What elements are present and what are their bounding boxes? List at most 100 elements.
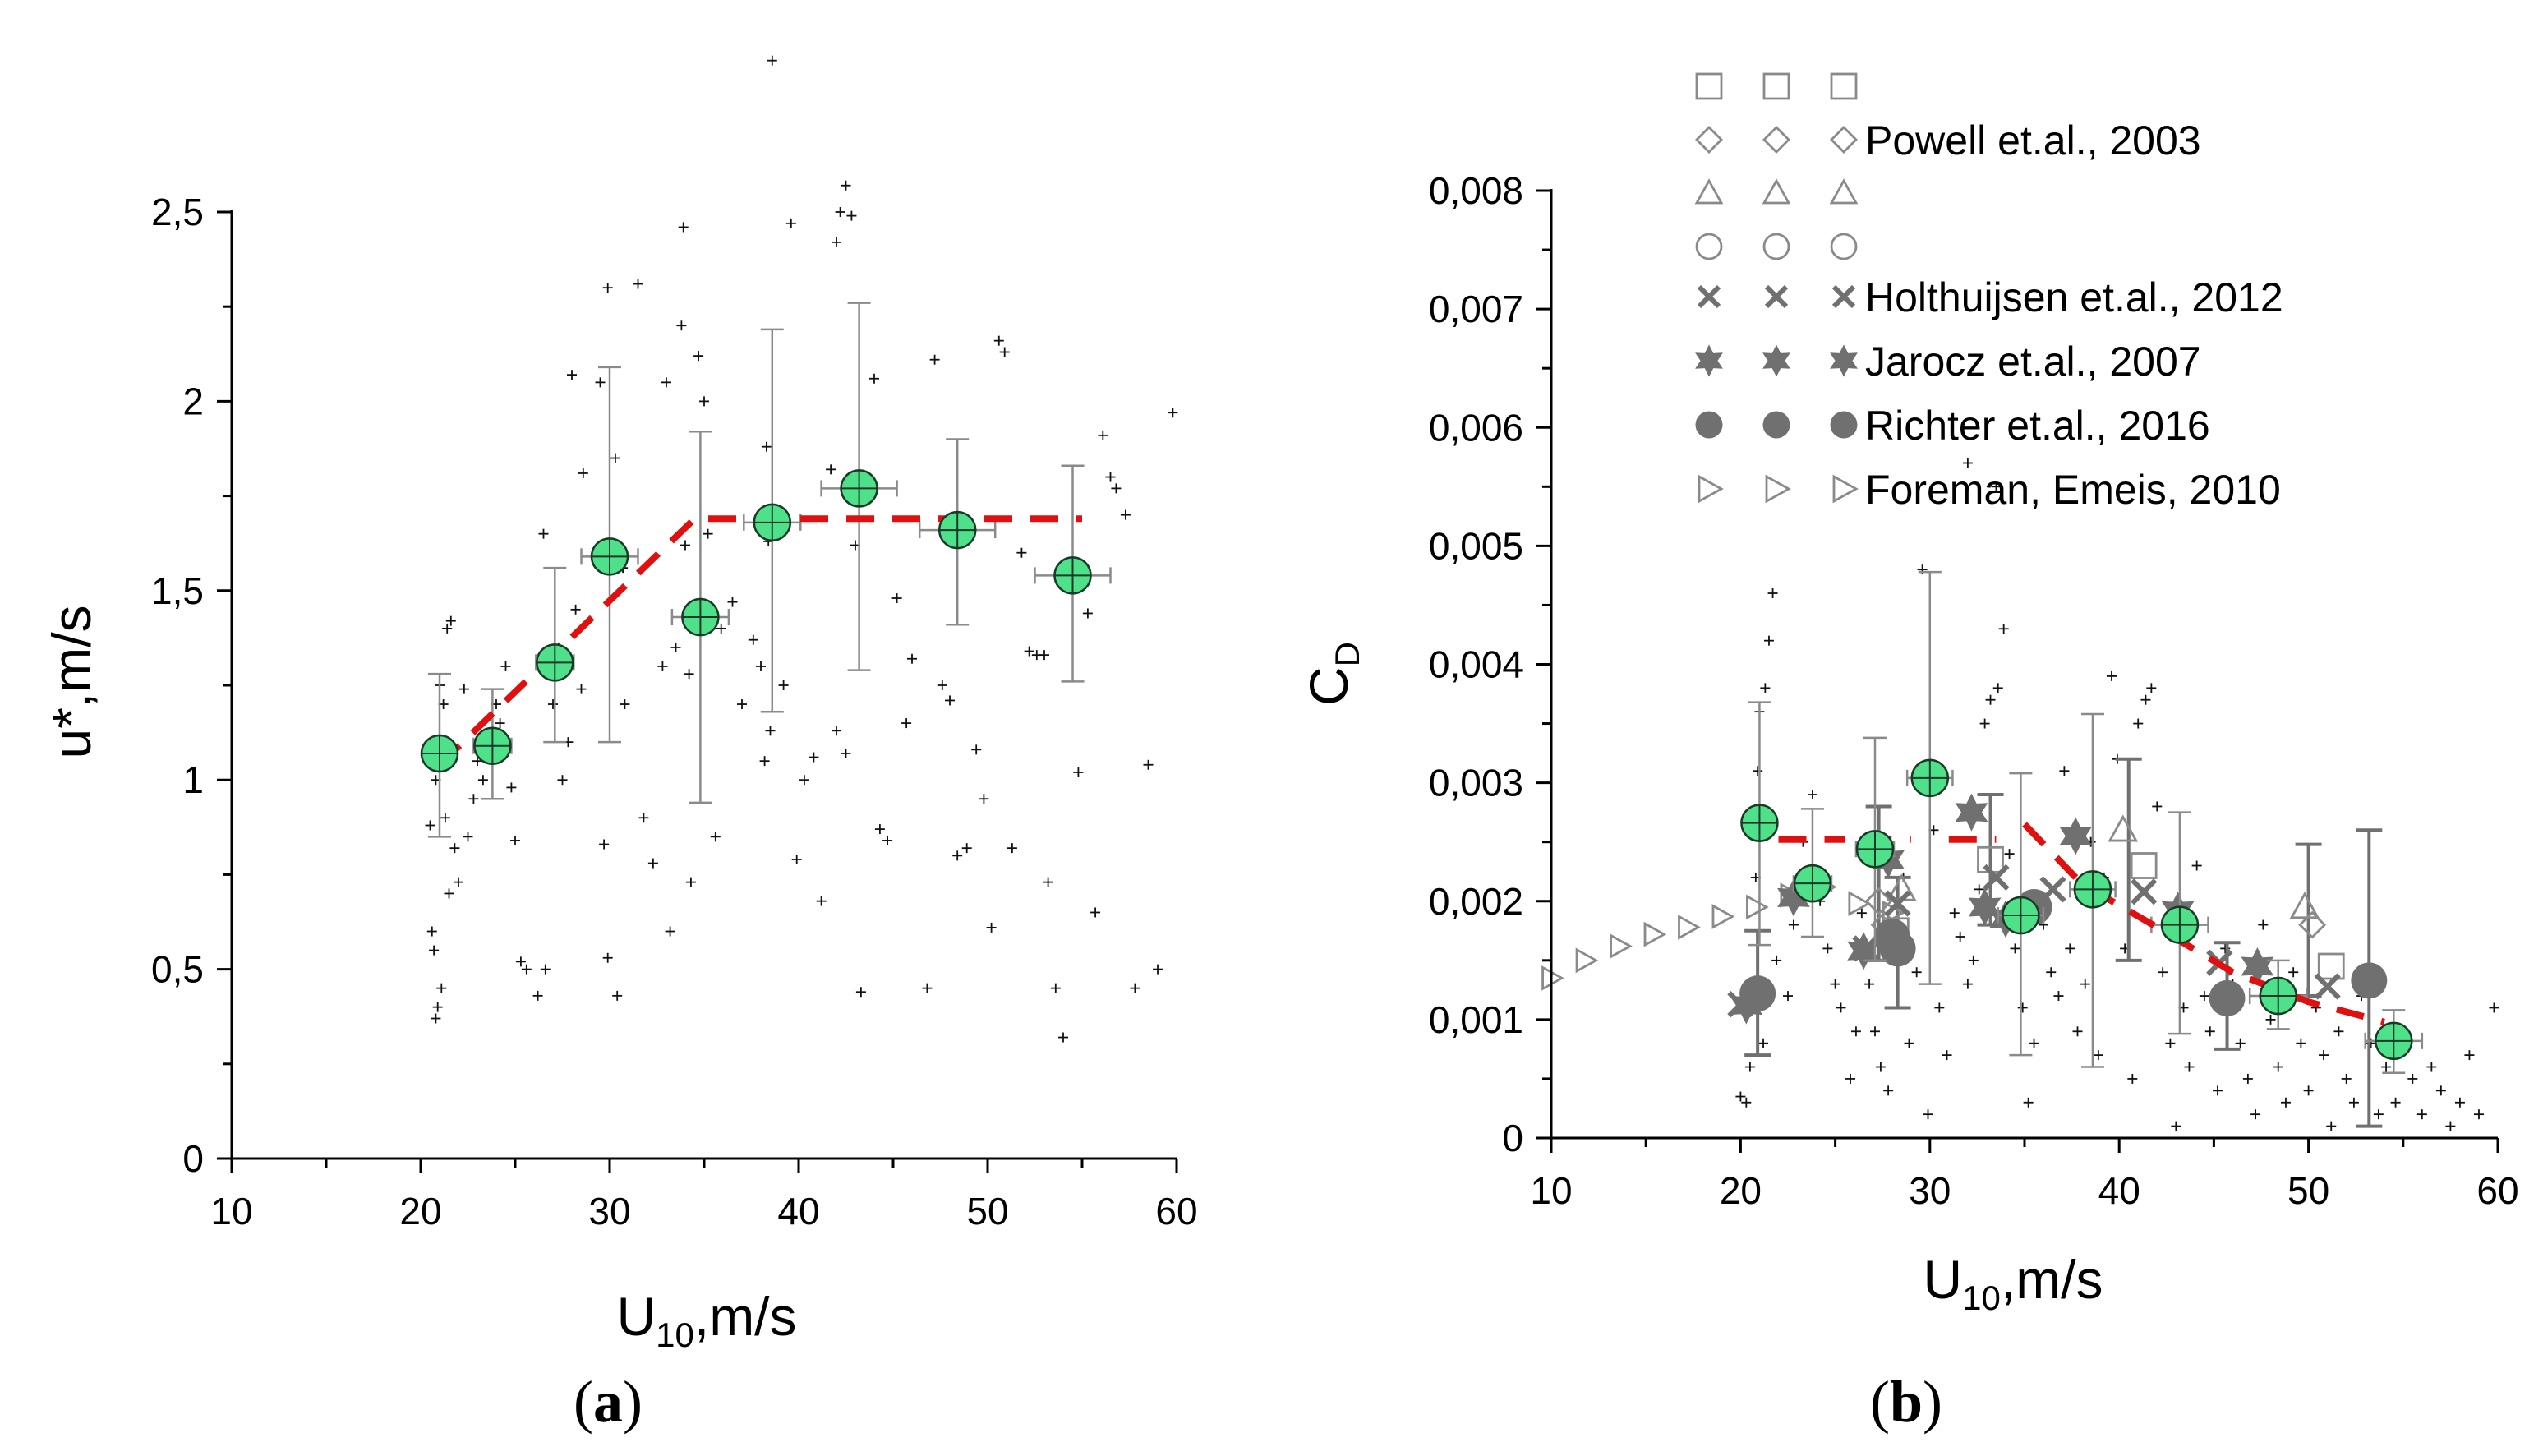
a-scatter-point (500, 661, 511, 671)
b-scatter-point (2046, 967, 2057, 978)
legend-symbol-circle-open (1830, 233, 1858, 260)
a-scatter-point (1082, 608, 1093, 619)
b-scatter-point (2152, 801, 2163, 812)
b-scatter-point (2426, 1062, 2437, 1072)
b-scatter-point (2023, 1097, 2034, 1108)
b-scatter-point (1830, 979, 1840, 989)
b-foreman-point (1643, 921, 1667, 947)
b-scatter-point (1856, 908, 1867, 919)
b-scatter-point (1934, 1002, 1945, 1013)
a-x-tick-label: 30 (588, 1190, 630, 1233)
b-scatter-point (1763, 635, 1774, 646)
a-scatter-point (1130, 983, 1140, 993)
a-y-tick-label: 2,5 (151, 191, 204, 233)
a-scatter-point (952, 850, 963, 861)
b-jarocz-point (1955, 793, 1988, 832)
b-fit-line (2022, 822, 2385, 1025)
a-scatter-point (922, 983, 933, 993)
a-x-tick-label: 20 (399, 1190, 441, 1233)
a-scatter-point (869, 373, 879, 384)
a-scatter-point (665, 926, 675, 937)
a-scatter-layer (425, 55, 1178, 1043)
a-scatter-point (1168, 408, 1178, 418)
a-scatter-point (532, 990, 543, 1001)
legend-symbol-square (1695, 72, 1723, 100)
b-jarocz-point (2059, 817, 2093, 855)
a-y-tick-label: 0,5 (151, 948, 204, 991)
a-scatter-point (444, 888, 454, 899)
a-scatter-point (521, 964, 532, 975)
b-jarocz-point (2241, 947, 2274, 985)
b-powell-point (2298, 910, 2327, 939)
b-scatter-point (2010, 943, 2020, 954)
legend-symbol-triangle (1829, 178, 1859, 205)
a-scatter-point (620, 699, 630, 710)
b-median-point (1740, 804, 1779, 842)
b-scatter-point (2296, 1038, 2306, 1048)
a-scatter-point (835, 207, 845, 217)
a-scatter-point (670, 642, 681, 652)
a-scatter-point (431, 1013, 441, 1024)
legend-label: Foreman, Emeis, 2010 (1865, 467, 2281, 513)
a-scatter-point (1153, 964, 1163, 975)
a-scatter-point (506, 782, 517, 793)
b-scatter-point (2288, 967, 2299, 978)
a-scatter-point (759, 756, 770, 767)
b-scatter-point (2489, 1002, 2499, 1013)
b-scatter-point (1968, 955, 1979, 965)
b-holthuijsen-point (1884, 890, 1911, 917)
a-scatter-point (1050, 983, 1061, 993)
a-scatter-point (855, 987, 866, 998)
a-scatter-point (495, 718, 505, 729)
b-scatter-point (2381, 1062, 2392, 1072)
a-scatter-point (737, 699, 747, 710)
b-scatter-point (2235, 1038, 2246, 1048)
b-median-point (2073, 870, 2112, 909)
b-scatter-point (2146, 683, 2157, 693)
b-scatter-point (2184, 1062, 2195, 1072)
a-scatter-point (676, 320, 687, 331)
b-scatter-point (2390, 1097, 2401, 1108)
a-scatter-point (882, 835, 893, 845)
b-holthuijsen-point (2314, 973, 2341, 1000)
b-scatter-point (1758, 1038, 1769, 1048)
b-scatter-point (2191, 860, 2202, 871)
b-scatter-point (1744, 1062, 1755, 1072)
b-scatter-point (2204, 1026, 2215, 1037)
a-scatter-point (1016, 547, 1027, 558)
a-scatter-point (1143, 759, 1154, 770)
b-scatter-point (1962, 458, 1973, 468)
b-scatter-point (1822, 943, 1833, 954)
b-y-tick-label: 0,005 (1429, 524, 1523, 567)
a-scatter-point (570, 604, 581, 615)
b-scatter-point (2407, 1073, 2418, 1084)
a-scatter-point (442, 623, 453, 634)
a-scatter-point (716, 623, 726, 634)
a-scatter-point (765, 726, 776, 736)
a-scatter-point (891, 593, 902, 604)
b-panel-label: (b) (1870, 1369, 1942, 1435)
a-scatter-point (767, 55, 777, 66)
b-scatter-point (2165, 1038, 2176, 1048)
a-scatter-point (841, 748, 851, 758)
a-scatter-point (449, 843, 460, 854)
b-y-tick-label: 0,007 (1429, 288, 1523, 330)
legend-label: Jarocz et.al., 2007 (1865, 339, 2201, 385)
b-scatter-point (1992, 683, 2003, 693)
a-scatter-point (727, 597, 738, 607)
a-x-axis-label: U10,m/s (616, 1286, 796, 1354)
b-powell-point (2130, 852, 2158, 879)
b-literature-errorbar (2295, 842, 2322, 998)
b-literature-layer (1541, 757, 2388, 1128)
legend-symbol-diamond (1830, 126, 1858, 154)
b-y-tick-label: 0,008 (1429, 169, 1523, 212)
a-scatter-point (540, 964, 551, 975)
b-scatter-point (2053, 991, 2064, 1002)
b-scatter-point (2435, 1085, 2446, 1096)
b-scatter-point (2319, 1050, 2329, 1061)
a-median-point (420, 734, 459, 773)
a-scatter-point (463, 832, 473, 842)
a-scatter-point (961, 843, 972, 854)
a-median-point (590, 537, 629, 576)
